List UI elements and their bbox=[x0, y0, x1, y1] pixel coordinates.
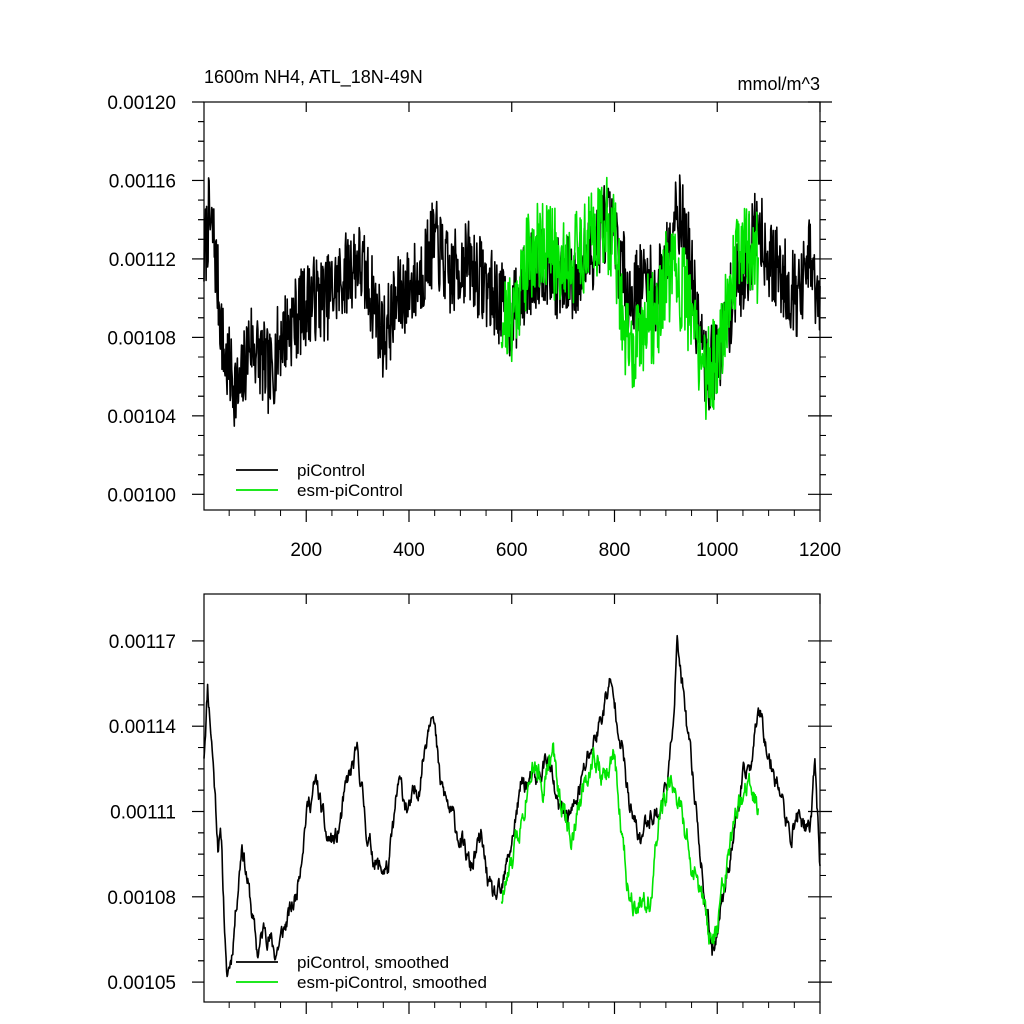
units-label: mmol/m^3 bbox=[738, 74, 820, 94]
top-panel: 1600m NH4, ATL_18N-49N mmol/m^3 200 400 60… bbox=[107, 67, 841, 561]
bottom-panel: 0.00105 0.00108 0.00111 0.00114 0.00117 piCo… bbox=[107, 593, 832, 1014]
y-tick-label: 0.00112 bbox=[109, 250, 176, 271]
x-tick-label: 800 bbox=[599, 540, 631, 561]
y-tick-label: 0.00120 bbox=[107, 93, 176, 114]
top-plot-lines bbox=[203, 174, 821, 427]
chart-title: 1600m NH4, ATL_18N-49N bbox=[204, 67, 423, 88]
y-tick-label: 0.00114 bbox=[109, 717, 177, 738]
legend-label: esm-piControl, smoothed bbox=[297, 973, 487, 992]
x-tick-label: 600 bbox=[496, 540, 528, 561]
y-tick-label: 0.00104 bbox=[107, 407, 176, 428]
y-tick-label: 0.00108 bbox=[107, 888, 176, 909]
y-tick-label: 0.00116 bbox=[109, 171, 176, 192]
y-tick-label: 0.00117 bbox=[109, 632, 176, 653]
bottom-plot-lines bbox=[203, 634, 821, 978]
series-line-1 bbox=[500, 742, 760, 945]
y-tick-label: 0.00108 bbox=[107, 328, 176, 349]
legend-label: esm-piControl bbox=[297, 481, 403, 500]
x-tick-label: 200 bbox=[290, 540, 322, 561]
y-tick-label: 0.00100 bbox=[107, 485, 176, 506]
x-tick-label: 1200 bbox=[799, 540, 841, 561]
y-tick-label: 0.00105 bbox=[107, 973, 176, 994]
y-tick-label: 0.00111 bbox=[110, 803, 176, 824]
bottom-plot-frame bbox=[203, 593, 821, 1003]
series-line-1 bbox=[500, 176, 760, 420]
bottom-axis-ticks: 0.00105 0.00108 0.00111 0.00114 0.00117 bbox=[107, 594, 832, 1014]
x-tick-label: 400 bbox=[393, 540, 425, 561]
x-tick-label: 1000 bbox=[696, 540, 738, 561]
legend-label: piControl, smoothed bbox=[297, 953, 449, 972]
series-line-0 bbox=[203, 634, 821, 978]
top-axis-ticks: 200 400 600 800 1000 1200 0.00100 0.00104 0.0010… bbox=[107, 93, 841, 561]
legend-label: piControl bbox=[297, 461, 365, 480]
